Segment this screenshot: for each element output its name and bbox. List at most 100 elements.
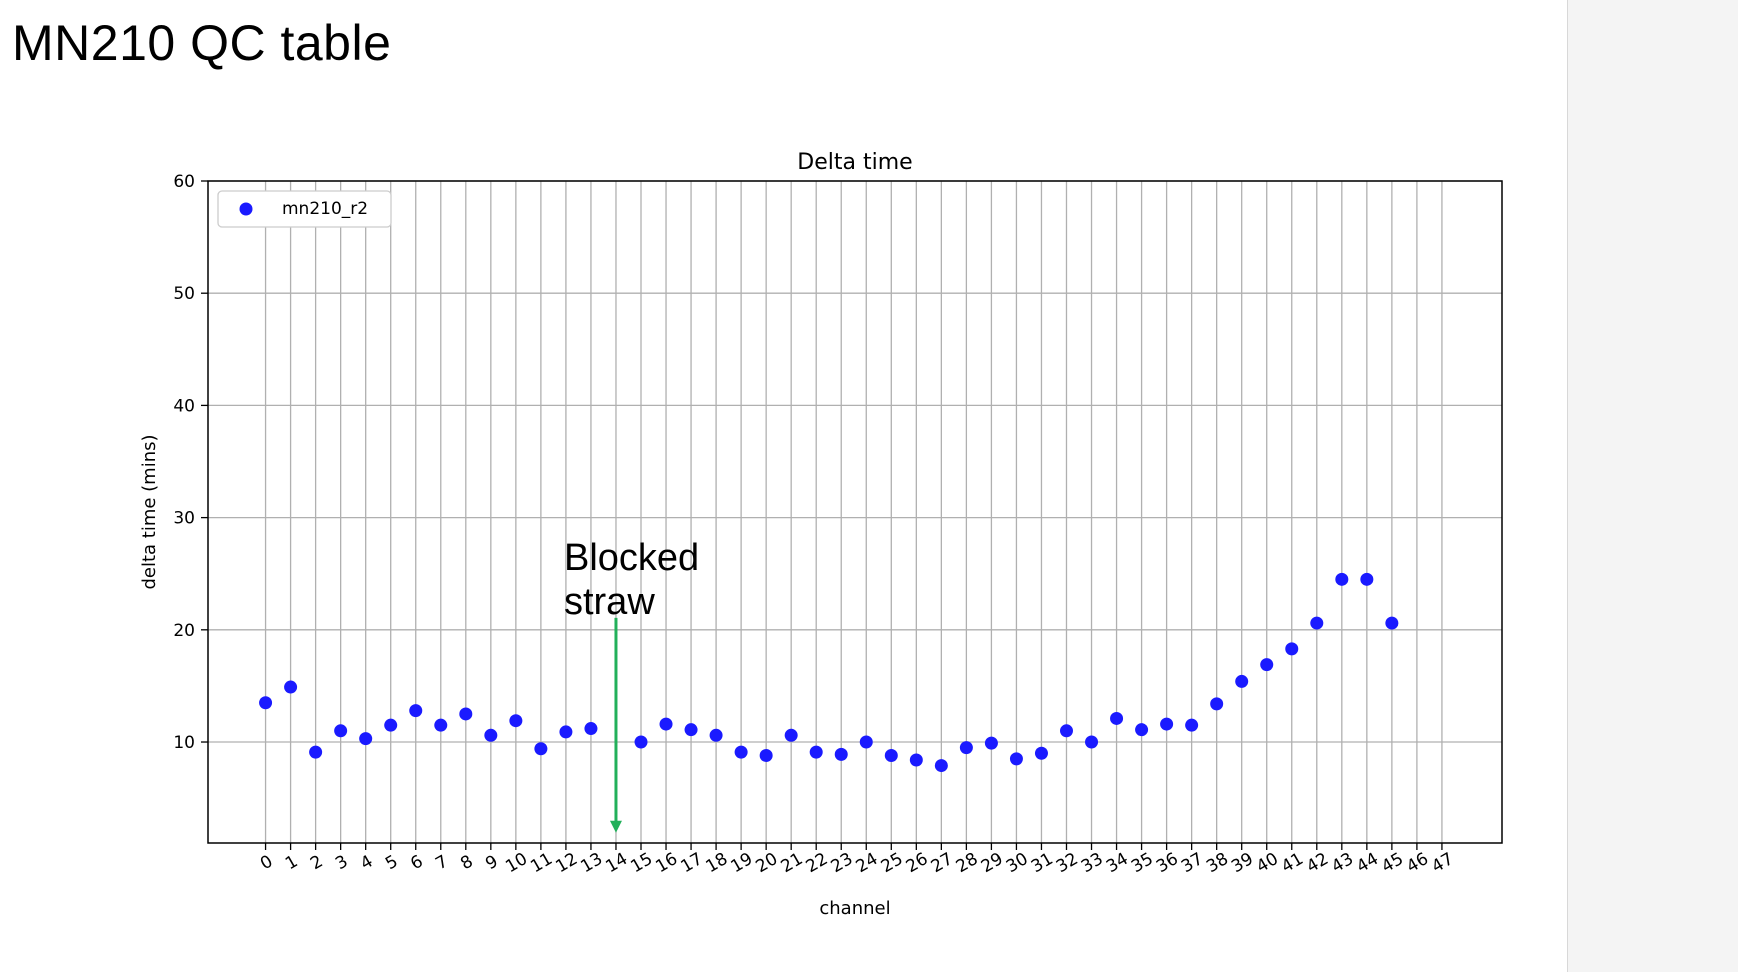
x-tick-label: 43 (1328, 849, 1357, 877)
data-point (909, 753, 923, 767)
data-point (1360, 572, 1374, 586)
data-point (834, 747, 848, 761)
x-tick-label: 23 (828, 849, 857, 877)
x-tick-label: 33 (1078, 849, 1107, 877)
x-tick-label: 16 (652, 849, 681, 877)
x-tick-label: 24 (853, 849, 882, 877)
x-tick-label: 38 (1203, 849, 1232, 877)
data-point (734, 745, 748, 759)
x-tick-label: 2 (307, 852, 326, 875)
x-tick-label: 9 (482, 852, 501, 875)
x-tick-label: 5 (382, 852, 401, 875)
y-tick-label: 40 (173, 396, 195, 416)
x-tick-label: 42 (1303, 849, 1332, 877)
slide-title: MN210 QC table (12, 15, 392, 71)
x-tick-label: 30 (1003, 849, 1032, 877)
annotation-text-line1: Blocked (564, 537, 699, 579)
x-tick-label: 3 (332, 852, 351, 875)
x-tick-label: 26 (903, 849, 932, 877)
x-tick-label: 40 (1253, 849, 1282, 877)
x-tick-label: 34 (1103, 849, 1132, 877)
data-point (884, 748, 898, 762)
data-point (284, 680, 298, 694)
data-point (709, 728, 723, 742)
data-point (1110, 711, 1124, 725)
data-point (509, 714, 523, 728)
data-point (334, 724, 348, 738)
data-point (1135, 723, 1149, 737)
x-tick-label: 14 (602, 849, 631, 877)
y-tick-label: 30 (173, 509, 195, 529)
legend-label: mn210_r2 (282, 199, 368, 219)
data-point (784, 728, 798, 742)
x-tick-label: 18 (703, 849, 732, 877)
y-axis-label: delta time (mins) (139, 434, 160, 589)
data-point (1260, 658, 1274, 672)
x-tick-label: 35 (1128, 849, 1157, 877)
legend: mn210_r2 (217, 190, 392, 228)
x-tick-label: 15 (627, 849, 656, 877)
data-point (934, 759, 948, 773)
x-tick-label: 32 (1053, 849, 1082, 877)
x-tick-label: 0 (257, 852, 276, 875)
x-tick-label: 13 (577, 849, 606, 877)
x-tick-label: 39 (1228, 849, 1257, 877)
x-tick-label: 21 (778, 849, 807, 877)
data-point (859, 735, 873, 749)
data-point (659, 717, 673, 731)
data-point (459, 707, 473, 721)
series-mn210_r2 (259, 572, 1399, 773)
data-point (584, 722, 598, 736)
x-tick-label: 20 (753, 849, 782, 877)
y-tick-label: 50 (173, 284, 195, 304)
data-point (559, 725, 573, 739)
x-tick-label: 31 (1028, 849, 1057, 877)
x-tick-label: 37 (1178, 849, 1207, 877)
data-point (409, 704, 423, 718)
x-tick-label: 45 (1378, 849, 1407, 877)
x-tick-label: 22 (803, 849, 832, 877)
data-point (1185, 718, 1199, 732)
x-tick-label: 1 (282, 852, 301, 875)
data-point (534, 742, 548, 756)
x-tick-label: 8 (457, 852, 476, 875)
x-axis-label: channel (819, 898, 890, 919)
data-point (359, 732, 373, 746)
x-tick-label: 7 (432, 852, 451, 875)
x-tick-label: 29 (978, 849, 1007, 877)
legend-box (217, 190, 392, 228)
data-point (1310, 616, 1324, 630)
data-point (1160, 717, 1174, 731)
y-tick-label: 60 (173, 172, 195, 192)
data-point (309, 745, 323, 759)
x-tick-label: 46 (1403, 849, 1432, 877)
y-tick-label: 20 (173, 621, 195, 641)
data-point (384, 718, 398, 732)
x-tick-label: 27 (928, 849, 957, 877)
data-point (959, 741, 973, 755)
data-point (1210, 697, 1224, 711)
x-tick-label: 28 (953, 849, 982, 877)
data-point (259, 696, 273, 710)
x-tick-label: 10 (502, 849, 531, 877)
data-point (1009, 752, 1023, 766)
x-tick-label: 25 (878, 849, 907, 877)
data-point (1385, 616, 1399, 630)
data-point (759, 748, 773, 762)
data-point (684, 723, 698, 737)
data-point (1034, 746, 1048, 760)
x-tick-label: 6 (407, 852, 426, 875)
x-tick-label: 47 (1428, 849, 1457, 877)
x-tick-label: 11 (527, 849, 556, 877)
x-tick-label: 41 (1278, 849, 1307, 877)
data-point (484, 728, 498, 742)
data-point (1059, 724, 1073, 738)
data-point (1335, 572, 1349, 586)
annotation-text-line2: straw (564, 581, 655, 623)
x-tick-label: 36 (1153, 849, 1182, 877)
annotation-arrow-head (609, 820, 622, 833)
data-point (634, 735, 648, 749)
data-point (434, 718, 448, 732)
data-point (1235, 674, 1249, 688)
